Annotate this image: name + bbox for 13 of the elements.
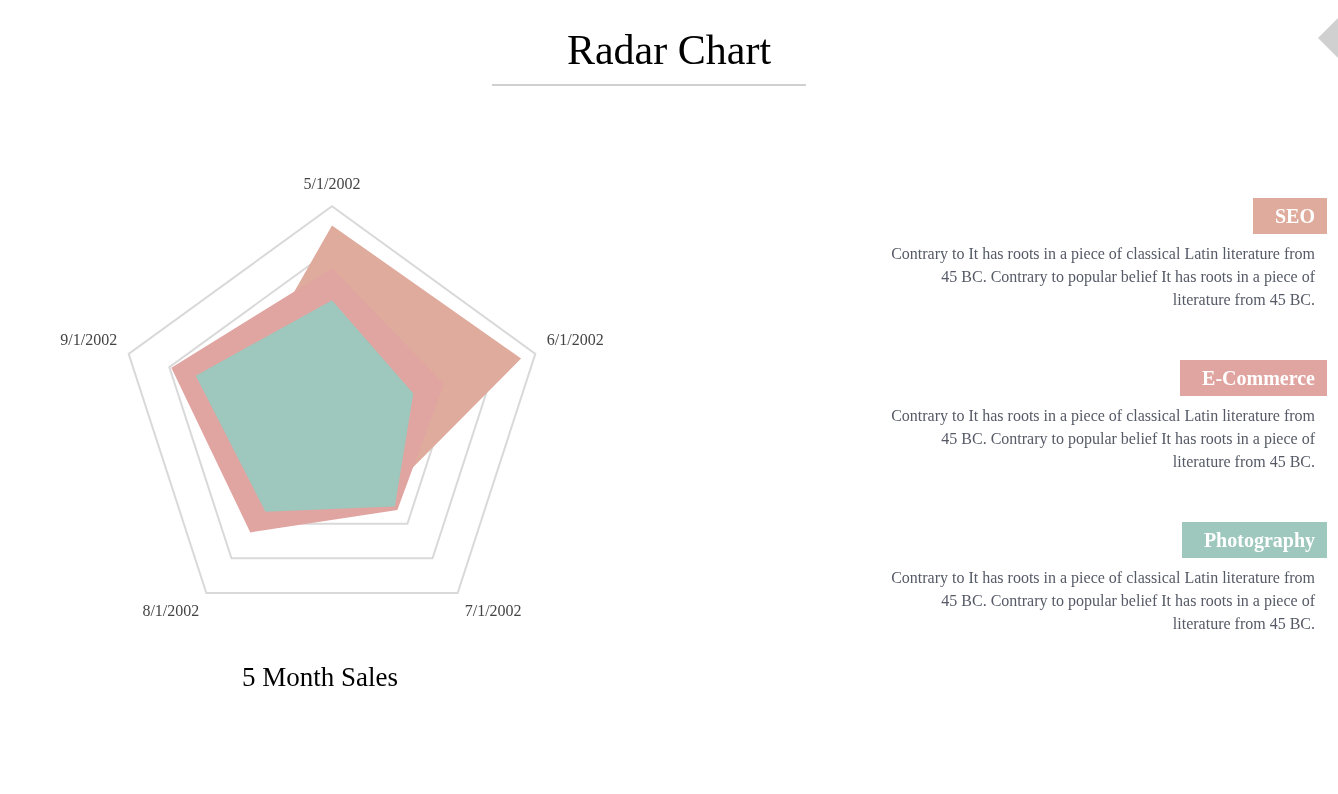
text: 5 Month Sales [241,662,399,693]
chart-title: Radar Chart [565,26,773,74]
spoke-label: 5/1/2002 [303,174,361,192]
spoke-label: 8/1/2002 [142,602,200,620]
text: Contrary to It has roots in a piece of classical Latin literature from 45 BC. Contrary to popular belief It has roots in a piece of literature from 45 BC. [890,568,1315,634]
text: Contrary to It has roots in a piece of classical Latin literature from 45 BC. Contrary to popular belief It has roots in a piece of literature from 45 BC. [890,406,1315,472]
text: SEO [1252,198,1327,234]
spoke-label: 9/1/2002 [60,330,118,348]
spoke-label: 7/1/2002 [464,602,522,620]
text: Contrary to It has roots in a piece of classical Latin literature from 45 BC. Contrary to popular belief It has roots in a piece of literature from 45 BC. [890,244,1315,310]
spoke-label: 6/1/2002 [546,330,604,348]
text: E-Commerce [1180,360,1327,396]
text: Photography [1181,522,1327,558]
